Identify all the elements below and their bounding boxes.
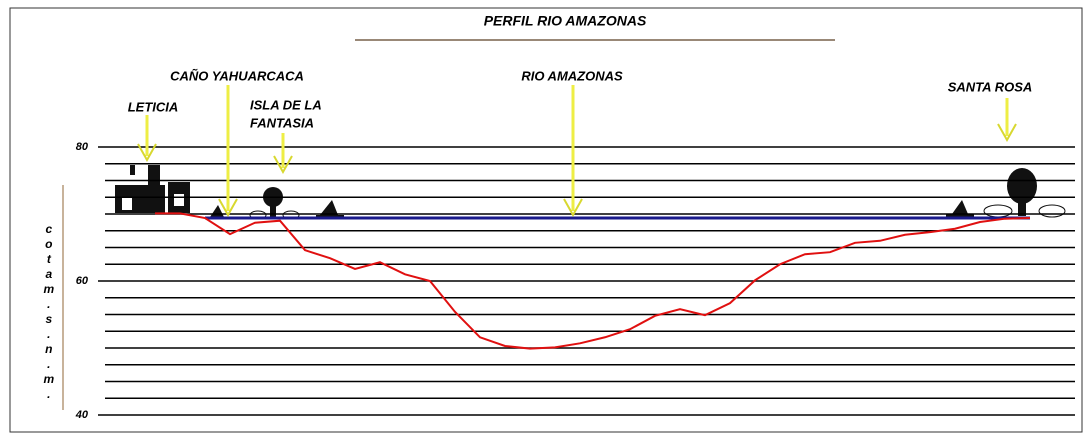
annotation: CAÑO YAHUARCACA [170, 68, 304, 83]
annotation: RIO AMAZONAS [521, 68, 623, 83]
chart-title: PERFIL RIO AMAZONAS [484, 13, 647, 29]
y-tick-label: 40 [75, 409, 89, 421]
chart: PERFIL RIO AMAZONAS cotam.s.n.m. 40 60 80 L… [0, 0, 1086, 434]
annotation: SANTA ROSA [948, 79, 1033, 94]
y-tick-label: 60 [76, 275, 89, 287]
y-tick-label: 80 [76, 141, 89, 153]
icons [115, 165, 1065, 219]
annotation: LETICIA [128, 99, 179, 114]
y-axis-label: cotam.s.n.m. [42, 222, 56, 402]
annotation: ISLA DE LA [250, 97, 322, 112]
annotation: FANTASIA [250, 115, 314, 130]
